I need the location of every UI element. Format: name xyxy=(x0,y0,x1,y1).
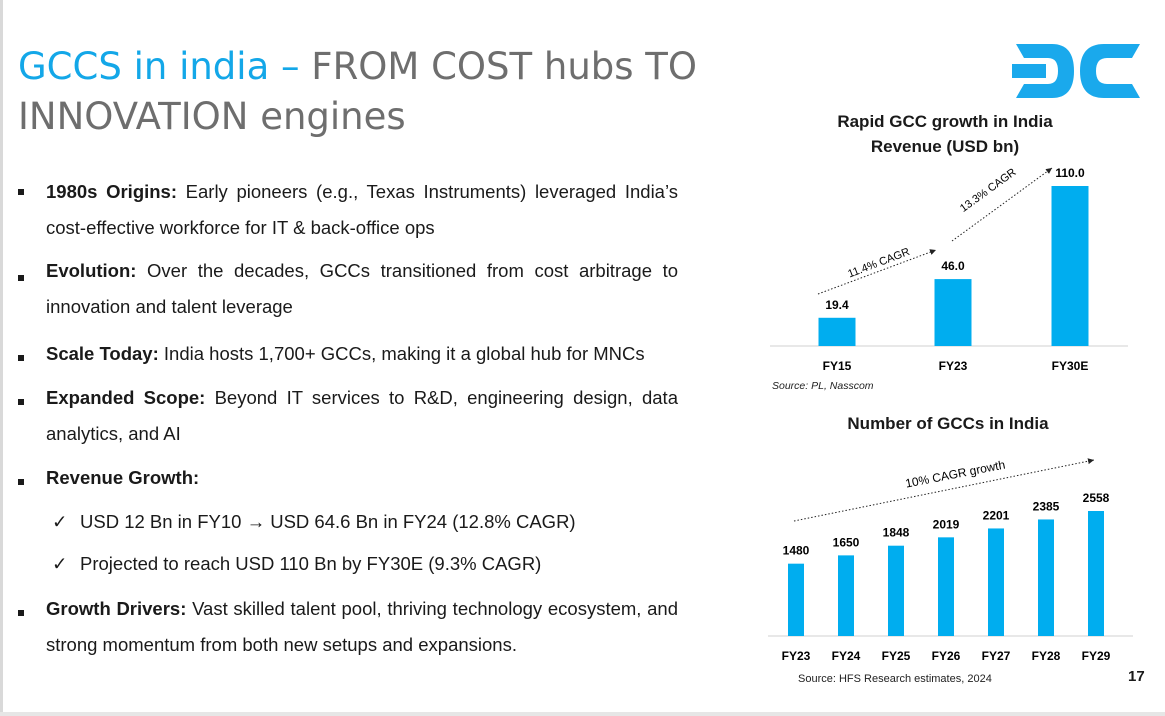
gcc-value-label: 2019 xyxy=(933,517,960,531)
gcc-count-chart-title: Number of GCCs in India xyxy=(847,414,1049,433)
gcc-count-chart-source: Source: HFS Research estimates, 2024 xyxy=(798,673,992,685)
gcc-bar-fy26 xyxy=(938,537,954,636)
gcc-bar-fy29 xyxy=(1088,511,1104,636)
sub-bullet-text: Projected to reach USD 110 Bn by FY30E (… xyxy=(80,553,542,574)
check-icon: ✓ xyxy=(52,553,68,574)
gcc-bar-fy28 xyxy=(1038,519,1054,636)
cagr-annotation-2: 13.3% CAGR xyxy=(958,166,1019,215)
bullet-text: Beyond IT services to R&D, engineering d… xyxy=(46,387,678,444)
revenue-value-label: 110.0 xyxy=(1055,166,1085,180)
revenue-bar-fy15 xyxy=(818,317,856,346)
bullet-heading: Evolution: xyxy=(46,260,137,281)
revenue-category-label: FY30E xyxy=(1052,359,1089,373)
revenue-chart-title: Rapid GCC growth in India Revenue (USD b… xyxy=(805,109,1085,159)
bullet-square xyxy=(18,399,24,405)
gcc-value-label: 2201 xyxy=(983,508,1010,522)
bullet-heading: Scale Today: xyxy=(46,343,159,364)
bullet-square xyxy=(18,189,24,195)
gcc-category-label: FY24 xyxy=(832,649,861,663)
gcc-category-label: FY26 xyxy=(932,649,961,663)
revenue-bar-chart: 19.4 FY15 46.0 FY23 110.0 FY30E 11.4% CAGR 13.3… xyxy=(770,166,1128,373)
revenue-chart-title-line1: Rapid GCC growth in India xyxy=(837,112,1053,131)
revenue-category-label: FY23 xyxy=(939,359,968,373)
bullet-text: India hosts 1,700+ GCCs, making it a glo… xyxy=(158,343,645,364)
bullet-square xyxy=(18,355,24,361)
bullet-heading: 1980s Origins: xyxy=(46,181,178,202)
gcc-bar-fy25 xyxy=(888,545,904,636)
title-dash: – xyxy=(281,45,300,88)
gcc-value-label: 2385 xyxy=(1033,499,1060,513)
revenue-chart-title-line2: Revenue (USD bn) xyxy=(870,137,1020,156)
slide-left-border xyxy=(0,0,3,716)
bullet-text: Vast skilled talent pool, thriving techn… xyxy=(46,598,678,655)
gcc-count-bar-chart: 1480 FY23 1650 FY24 1848 FY25 2019 FY26 2201 FY27… xyxy=(768,458,1133,663)
gcc-bar-fy24 xyxy=(838,555,854,636)
sub-bullet-text: USD 12 Bn in FY10 → USD 64.6 Bn in FY24 … xyxy=(80,511,576,532)
gcc-value-label: 2558 xyxy=(1083,491,1110,505)
revenue-value-label: 46.0 xyxy=(941,259,965,273)
gcc-category-label: FY25 xyxy=(882,649,911,663)
slide-bottom-border xyxy=(0,712,1165,716)
title-accent: GCCS in india xyxy=(18,45,270,88)
cagr-annotation-1: 11.4% CAGR xyxy=(846,246,911,281)
bullet-text: Over the decades, GCCs transitioned from… xyxy=(46,260,678,317)
gcc-category-label: FY29 xyxy=(1082,649,1111,663)
bullet-heading: Revenue Growth: xyxy=(46,467,200,488)
check-icon: ✓ xyxy=(52,511,68,532)
page-number: 17 xyxy=(1128,668,1145,685)
cagr-growth-annotation: 10% CAGR growth xyxy=(904,458,1006,491)
revenue-category-label: FY15 xyxy=(823,359,852,373)
gcc-category-label: FY27 xyxy=(982,649,1011,663)
revenue-chart-source: Source: PL, Nasscom xyxy=(772,380,874,392)
gcc-value-label: 1480 xyxy=(783,544,810,558)
bullet-square xyxy=(18,610,24,616)
gcc-bar-fy23 xyxy=(788,563,804,636)
bullet-square xyxy=(18,479,24,485)
bullet-heading: Growth Drivers: xyxy=(46,598,187,619)
gcc-value-label: 1650 xyxy=(833,535,860,549)
revenue-bar-fy30e xyxy=(1051,186,1089,346)
bullet-heading: Expanded Scope: xyxy=(46,387,206,408)
slide-title: GCCS in india – FROM COST hubs TO INNOVA… xyxy=(18,42,918,142)
gcc-value-label: 1848 xyxy=(883,526,910,540)
revenue-value-label: 19.4 xyxy=(825,298,849,312)
title-rest: FROM COST hubs TO INNOVATION engines xyxy=(18,45,698,138)
revenue-bar-fy23 xyxy=(934,279,972,346)
gcc-category-label: FY28 xyxy=(1032,649,1061,663)
dc-logo xyxy=(1012,44,1140,98)
gcc-category-label: FY23 xyxy=(782,649,811,663)
bullet-text: Early pioneers (e.g., Texas Instruments)… xyxy=(46,181,678,238)
bullet-square xyxy=(18,275,24,281)
gcc-bar-fy27 xyxy=(988,528,1004,636)
